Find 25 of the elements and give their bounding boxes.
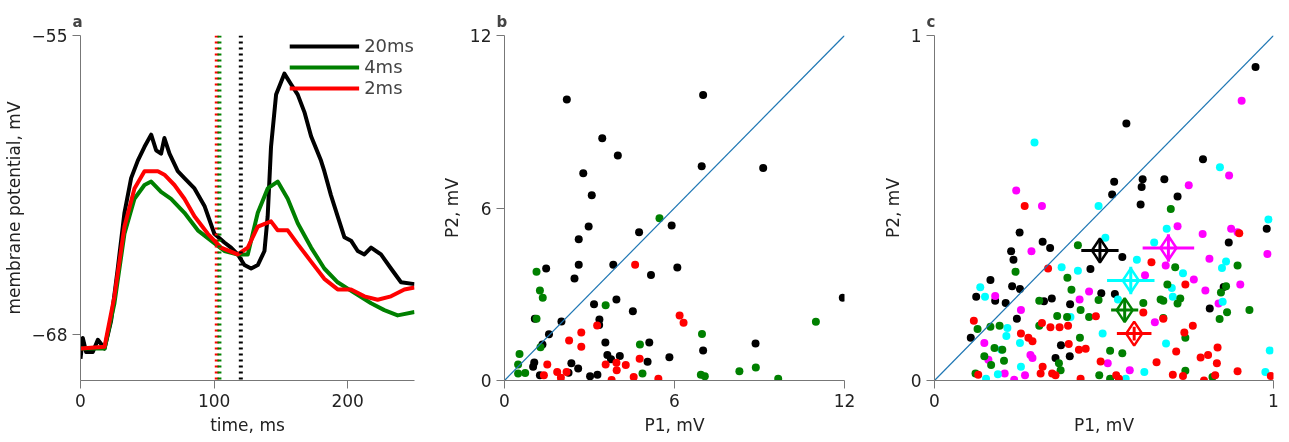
- chart-title: b: [496, 12, 508, 31]
- x-tick-label: 0: [499, 390, 510, 411]
- x-tick-label: 6: [669, 390, 680, 411]
- x-axis-title: P1, mV: [1073, 414, 1135, 435]
- x-axis-title: time, ms: [210, 414, 285, 435]
- y-tick-label: 12: [469, 26, 492, 46]
- y-tick-label: −68: [31, 325, 68, 345]
- y-tick-label: −55: [31, 26, 68, 46]
- x-axis-title: P1, mV: [644, 414, 705, 435]
- x-tick-label: 12: [833, 390, 856, 411]
- y-axis-title: membrane potential, mV: [3, 101, 24, 315]
- chart-title: a: [72, 12, 83, 31]
- y-tick-label: 0: [480, 371, 492, 391]
- y-tick-label: 6: [480, 198, 492, 219]
- x-tick-label: 0: [929, 390, 940, 411]
- y-axis-title: P2, mV: [441, 177, 462, 239]
- x-tick-label: 1: [1268, 390, 1279, 411]
- x-tick-label: 200: [331, 390, 364, 411]
- x-tick-label: 100: [197, 390, 231, 411]
- x-tick-label: 0: [75, 390, 86, 411]
- legend-label: 2ms: [364, 77, 403, 98]
- y-axis-title: P2, mV: [882, 177, 903, 239]
- chart-title: c: [926, 12, 936, 31]
- legend-label: 4ms: [364, 56, 403, 77]
- legend-label: 20ms: [364, 35, 414, 56]
